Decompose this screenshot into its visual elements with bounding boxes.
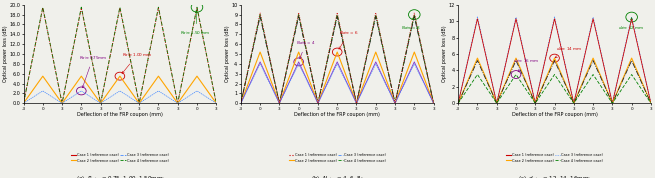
Y-axis label: Optical power loss (dB): Optical power loss (dB)	[3, 26, 8, 82]
Text: $N_{\mathrm{wire}}$ = 6: $N_{\mathrm{wire}}$ = 6	[339, 29, 358, 49]
Legend: Case 1 (reference case), Case 2 (reference case), Case 3 (reference case), Case : Case 1 (reference case), Case 2 (referen…	[506, 153, 603, 163]
X-axis label: Deflection of the FRP coupon (mm): Deflection of the FRP coupon (mm)	[294, 112, 380, 117]
Text: $N_{\mathrm{wire}}$ = 4: $N_{\mathrm{wire}}$ = 4	[296, 39, 316, 59]
Text: (a)  $R_{\mathrm{wire}}$ = 0.75, 1.00, 1.50mm;
      $N_{\mathrm{wire}}$ = 6;  $: (a) $R_{\mathrm{wire}}$ = 0.75, 1.00, 1.…	[75, 174, 164, 178]
Text: $d_{\mathrm{wire}}$ 14 mm: $d_{\mathrm{wire}}$ 14 mm	[555, 45, 583, 58]
Text: $d_{\mathrm{wire}}$ 12 mm: $d_{\mathrm{wire}}$ 12 mm	[618, 18, 645, 32]
Text: $N_{\mathrm{wire}}$ = 8: $N_{\mathrm{wire}}$ = 8	[401, 18, 421, 32]
Legend: Case 1 (reference case), Case 2 (reference case), Case 3 (reference case), Case : Case 1 (reference case), Case 2 (referen…	[71, 153, 168, 163]
Legend: Case 1 (reference case), Case 2 (reference case), Case 3 (reference case), Case : Case 1 (reference case), Case 2 (referen…	[289, 153, 386, 163]
Text: $R_{\mathrm{wire}}$ 0.75mm: $R_{\mathrm{wire}}$ 0.75mm	[79, 54, 107, 88]
X-axis label: Deflection of the FRP coupon (mm): Deflection of the FRP coupon (mm)	[77, 112, 163, 117]
Text: (b)  $N_{\mathrm{wire}}$ = 4, 6, 8;
       $R_{\mathrm{wire}}$ = 1.00mm;  $d_{\m: (b) $N_{\mathrm{wire}}$ = 4, 6, 8; $R_{\…	[287, 174, 387, 178]
Y-axis label: Optical power loss (dB): Optical power loss (dB)	[442, 26, 447, 82]
Text: $d_{\mathrm{wire}}$ 16 mm: $d_{\mathrm{wire}}$ 16 mm	[514, 57, 540, 72]
Text: $R_{\mathrm{wire}}$ 1.50 mm: $R_{\mathrm{wire}}$ 1.50 mm	[181, 11, 211, 37]
Text: $R_{\mathrm{wire}}$ 1.00 mm: $R_{\mathrm{wire}}$ 1.00 mm	[122, 51, 152, 74]
Text: (c)  $d_{\mathrm{wire}}$ = 12, 14, 16mm;
       $R_{\mathrm{wire}}$ = 1.00mm;  $: (c) $d_{\mathrm{wire}}$ = 12, 14, 16mm; …	[512, 174, 598, 178]
X-axis label: Deflection of the FRP coupon (mm): Deflection of the FRP coupon (mm)	[512, 112, 597, 117]
Y-axis label: Optical power loss (dB): Optical power loss (dB)	[225, 26, 230, 82]
